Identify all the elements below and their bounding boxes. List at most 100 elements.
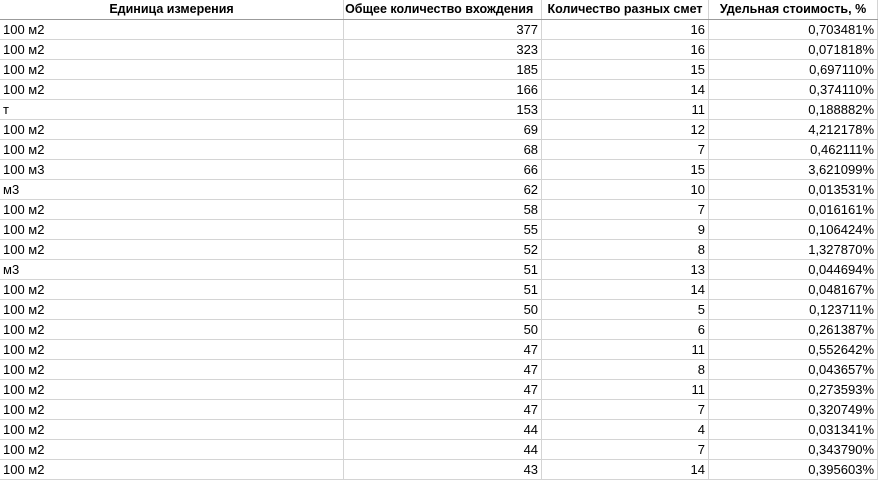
cell-unit[interactable]: м3 [0, 179, 345, 200]
cell-total-occurrences[interactable]: 62 [343, 179, 543, 200]
cell-distinct-estimates[interactable]: 6 [541, 319, 710, 340]
cell-unit[interactable]: 100 м2 [0, 19, 345, 40]
cell-distinct-estimates[interactable]: 14 [541, 459, 710, 480]
cell-unit[interactable]: 100 м2 [0, 439, 345, 460]
cell-unit-cost-percent[interactable]: 0,374110% [708, 79, 878, 100]
cell-unit-cost-percent[interactable]: 0,552642% [708, 339, 878, 360]
cell-total-occurrences[interactable]: 185 [343, 59, 543, 80]
table-row: 100 м2 44 4 0,031341% [0, 419, 878, 440]
cell-total-occurrences[interactable]: 50 [343, 319, 543, 340]
cell-unit-cost-percent[interactable]: 0,031341% [708, 419, 878, 440]
cell-distinct-estimates[interactable]: 14 [541, 79, 710, 100]
header-distinct-estimates[interactable]: Количество разных смет [541, 0, 710, 20]
cell-distinct-estimates[interactable]: 5 [541, 299, 710, 320]
cell-unit[interactable]: 100 м2 [0, 199, 345, 220]
cell-unit[interactable]: 100 м2 [0, 359, 345, 380]
cell-total-occurrences[interactable]: 377 [343, 19, 543, 40]
cell-unit[interactable]: 100 м2 [0, 39, 345, 60]
cell-total-occurrences[interactable]: 52 [343, 239, 543, 260]
cell-distinct-estimates[interactable]: 7 [541, 439, 710, 460]
cell-total-occurrences[interactable]: 68 [343, 139, 543, 160]
cell-unit[interactable]: 100 м2 [0, 319, 345, 340]
cell-total-occurrences[interactable]: 44 [343, 439, 543, 460]
cell-total-occurrences[interactable]: 47 [343, 399, 543, 420]
cell-distinct-estimates[interactable]: 8 [541, 359, 710, 380]
cell-total-occurrences[interactable]: 66 [343, 159, 543, 180]
cell-unit-cost-percent[interactable]: 0,048167% [708, 279, 878, 300]
cell-unit[interactable]: 100 м3 [0, 159, 345, 180]
cell-total-occurrences[interactable]: 58 [343, 199, 543, 220]
cell-distinct-estimates[interactable]: 15 [541, 159, 710, 180]
cell-unit[interactable]: 100 м2 [0, 339, 345, 360]
cell-unit-cost-percent[interactable]: 0,188882% [708, 99, 878, 120]
cell-unit-cost-percent[interactable]: 4,212178% [708, 119, 878, 140]
cell-total-occurrences[interactable]: 69 [343, 119, 543, 140]
cell-distinct-estimates[interactable]: 11 [541, 99, 710, 120]
cell-total-occurrences[interactable]: 323 [343, 39, 543, 60]
cell-unit-cost-percent[interactable]: 0,320749% [708, 399, 878, 420]
cell-unit[interactable]: 100 м2 [0, 379, 345, 400]
cell-unit-cost-percent[interactable]: 0,071818% [708, 39, 878, 60]
cell-total-occurrences[interactable]: 153 [343, 99, 543, 120]
cell-total-occurrences[interactable]: 43 [343, 459, 543, 480]
cell-unit-cost-percent[interactable]: 0,016161% [708, 199, 878, 220]
cell-unit-cost-percent[interactable]: 3,621099% [708, 159, 878, 180]
cell-unit[interactable]: 100 м2 [0, 139, 345, 160]
cell-unit-cost-percent[interactable]: 0,123711% [708, 299, 878, 320]
cell-unit-cost-percent[interactable]: 0,273593% [708, 379, 878, 400]
cell-unit[interactable]: 100 м2 [0, 399, 345, 420]
table-row: м3 62 10 0,013531% [0, 179, 878, 200]
cell-total-occurrences[interactable]: 50 [343, 299, 543, 320]
cell-unit[interactable]: 100 м2 [0, 59, 345, 80]
cell-unit[interactable]: 100 м2 [0, 219, 345, 240]
cell-unit[interactable]: 100 м2 [0, 459, 345, 480]
table-row: 100 м2 58 7 0,016161% [0, 199, 878, 220]
cell-distinct-estimates[interactable]: 12 [541, 119, 710, 140]
cell-distinct-estimates[interactable]: 9 [541, 219, 710, 240]
cell-distinct-estimates[interactable]: 15 [541, 59, 710, 80]
cell-unit[interactable]: м3 [0, 259, 345, 280]
cell-unit-cost-percent[interactable]: 1,327870% [708, 239, 878, 260]
cell-unit[interactable]: т [0, 99, 345, 120]
cell-unit[interactable]: 100 м2 [0, 299, 345, 320]
cell-total-occurrences[interactable]: 51 [343, 279, 543, 300]
cell-unit-cost-percent[interactable]: 0,697110% [708, 59, 878, 80]
cell-unit-cost-percent[interactable]: 0,261387% [708, 319, 878, 340]
header-unit-cost-percent[interactable]: Удельная стоимость, % [708, 0, 878, 20]
cell-distinct-estimates[interactable]: 16 [541, 19, 710, 40]
cell-distinct-estimates[interactable]: 7 [541, 199, 710, 220]
cell-unit-cost-percent[interactable]: 0,462111% [708, 139, 878, 160]
cell-unit-cost-percent[interactable]: 0,703481% [708, 19, 878, 40]
header-unit[interactable]: Единица измерения [0, 0, 345, 20]
table-row: 100 м2 47 11 0,552642% [0, 339, 878, 360]
cell-distinct-estimates[interactable]: 16 [541, 39, 710, 60]
cell-unit-cost-percent[interactable]: 0,043657% [708, 359, 878, 380]
cell-unit[interactable]: 100 м2 [0, 79, 345, 100]
cell-unit[interactable]: 100 м2 [0, 119, 345, 140]
cell-distinct-estimates[interactable]: 11 [541, 379, 710, 400]
cell-total-occurrences[interactable]: 47 [343, 359, 543, 380]
cell-total-occurrences[interactable]: 55 [343, 219, 543, 240]
header-total-occurrences[interactable]: Общее количество вхождения [343, 0, 543, 20]
cell-unit[interactable]: 100 м2 [0, 279, 345, 300]
cell-unit-cost-percent[interactable]: 0,395603% [708, 459, 878, 480]
cell-distinct-estimates[interactable]: 14 [541, 279, 710, 300]
cell-distinct-estimates[interactable]: 10 [541, 179, 710, 200]
cell-unit-cost-percent[interactable]: 0,013531% [708, 179, 878, 200]
cell-distinct-estimates[interactable]: 4 [541, 419, 710, 440]
cell-unit-cost-percent[interactable]: 0,343790% [708, 439, 878, 460]
cell-distinct-estimates[interactable]: 11 [541, 339, 710, 360]
cell-total-occurrences[interactable]: 166 [343, 79, 543, 100]
cell-unit-cost-percent[interactable]: 0,106424% [708, 219, 878, 240]
cell-total-occurrences[interactable]: 47 [343, 339, 543, 360]
cell-total-occurrences[interactable]: 44 [343, 419, 543, 440]
cell-distinct-estimates[interactable]: 7 [541, 399, 710, 420]
cell-unit[interactable]: 100 м2 [0, 419, 345, 440]
cell-distinct-estimates[interactable]: 8 [541, 239, 710, 260]
cell-total-occurrences[interactable]: 47 [343, 379, 543, 400]
cell-distinct-estimates[interactable]: 13 [541, 259, 710, 280]
cell-total-occurrences[interactable]: 51 [343, 259, 543, 280]
cell-unit-cost-percent[interactable]: 0,044694% [708, 259, 878, 280]
cell-unit[interactable]: 100 м2 [0, 239, 345, 260]
cell-distinct-estimates[interactable]: 7 [541, 139, 710, 160]
